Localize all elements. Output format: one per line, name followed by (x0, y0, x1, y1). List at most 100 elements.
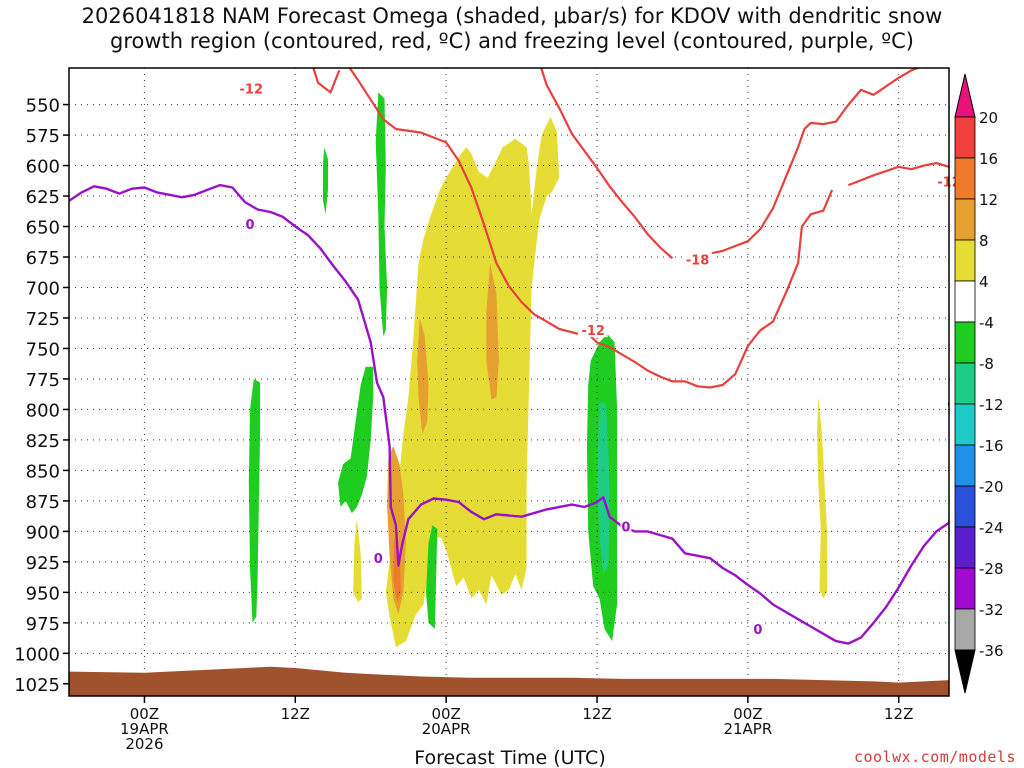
y-tick-label: 875 (26, 492, 60, 513)
x-axis-label: Forecast Time (UTC) (414, 747, 605, 768)
dgz-contour-5 (848, 162, 949, 187)
colorbar-label: -20 (979, 478, 1004, 496)
y-tick-label: 800 (26, 400, 60, 421)
colorbar-label: 12 (979, 191, 998, 209)
title-line-2: growth region (contoured, red, ºC) and f… (110, 29, 914, 53)
contour-label-bg (752, 620, 764, 636)
omega-shading (248, 92, 828, 648)
contour-label: 0 (753, 623, 762, 638)
colorbar-label: -8 (979, 355, 994, 373)
colorbar-band (954, 116, 976, 159)
contours (69, 68, 949, 645)
colorbar-band (954, 239, 976, 282)
colorbar-band (954, 608, 976, 651)
contour-label-bg (578, 322, 608, 338)
colorbar-label: -28 (979, 560, 1004, 578)
colorbar-label: -16 (979, 437, 1004, 455)
colorbar: 20 16 12 8 4 -4 -8 -12 -16 -20 -24 -28 -32 -36 (954, 73, 1004, 694)
colorbar-band (954, 198, 976, 241)
colorbar-band (954, 157, 976, 200)
freezing-level-contour (69, 183, 949, 645)
x-tick-label: 00Z (130, 705, 159, 723)
contour-label: -12 (581, 324, 605, 339)
omega-region-8 (322, 147, 328, 215)
credit-text: coolwx.com/models (853, 748, 1016, 766)
y-tick-label: 900 (26, 522, 60, 543)
y-tick-label: 975 (26, 614, 60, 635)
y-tick-label: 600 (26, 157, 60, 178)
omega-region-11 (426, 525, 438, 629)
colorbar-band (954, 485, 976, 528)
dgz-contour-4 (589, 189, 834, 389)
x-tick-label: 00Z (431, 705, 460, 723)
contour-label-bg (620, 518, 632, 534)
colorbar-label: 16 (979, 150, 998, 168)
omega-region-6 (393, 537, 401, 603)
dgz-contour-0 (312, 68, 341, 94)
omega-region-2 (817, 397, 828, 599)
y-tick-label: 850 (26, 461, 60, 482)
contour-label: -12 (240, 83, 264, 98)
contour-label: 0 (621, 521, 630, 536)
chart-title: 2026041818 NAM Forecast Omega (shaded, μ… (0, 4, 1024, 54)
dgz-contour-3 (709, 68, 921, 255)
y-tick-label: 750 (26, 339, 60, 360)
contour-label: 0 (374, 552, 383, 567)
terrain (69, 666, 949, 696)
omega-region-13 (597, 403, 610, 575)
x-tick-label: 19APR (120, 720, 169, 738)
x-tick-label: 12Z (281, 705, 310, 723)
colorbar-band (954, 403, 976, 446)
contour-label: -18 (686, 253, 710, 268)
x-tick-label: 12Z (884, 705, 913, 723)
y-tick-label: 925 (26, 553, 60, 574)
terrain-fill (69, 666, 949, 696)
plot-frame (68, 67, 950, 697)
y-tick-label: 650 (26, 218, 60, 239)
colorbar-band (954, 444, 976, 487)
y-tick-label: 575 (26, 126, 60, 147)
y-tick-label: 700 (26, 278, 60, 299)
colorbar-label: -32 (979, 601, 1004, 619)
omega-region-0 (385, 116, 560, 648)
contour-label-bg (244, 216, 256, 232)
x-tick-label: 12Z (582, 705, 611, 723)
colorbar-top-arrow (954, 73, 976, 118)
title-line-1: 2026041818 NAM Forecast Omega (shaded, μ… (81, 4, 943, 28)
y-tick-label: 1000 (14, 644, 60, 665)
x-tick-label: 21APR (723, 720, 772, 738)
colorbar-band (954, 321, 976, 364)
contour-label-bg (372, 550, 384, 566)
x-tick-label: 2026 (125, 735, 163, 753)
colorbar-label: 8 (979, 232, 989, 250)
colorbar-label: -4 (979, 314, 994, 332)
colorbar-band (954, 362, 976, 405)
y-tick-label: 725 (26, 309, 60, 330)
contour-label: 0 (246, 218, 255, 233)
colorbar-label: 4 (979, 273, 989, 291)
colorbar-label: -24 (979, 519, 1004, 537)
x-tick-label: 00Z (733, 705, 762, 723)
colorbar-band (954, 526, 976, 569)
omega-region-4 (486, 263, 499, 400)
y-tick-label: 625 (26, 187, 60, 208)
colorbar-label: -12 (979, 396, 1004, 414)
y-tick-label: 825 (26, 431, 60, 452)
omega-region-1 (353, 519, 362, 603)
y-tick-label: 1025 (14, 675, 60, 696)
colorbar-band (954, 280, 976, 323)
y-tick-label: 950 (26, 583, 60, 604)
omega-region-9 (375, 92, 388, 337)
y-axis: 550 575 600 625 650 675 700 725 750 775 800 825 850 8… (14, 96, 69, 696)
contour-label-bg (236, 80, 266, 96)
colorbar-label: 20 (979, 109, 998, 127)
omega-region-3 (417, 318, 429, 434)
y-tick-label: 775 (26, 370, 60, 391)
dgz-contour-2 (540, 68, 674, 260)
colorbar-band (954, 567, 976, 610)
y-tick-label: 675 (26, 248, 60, 269)
contour-label-bg (683, 251, 713, 267)
y-tick-label: 550 (26, 96, 60, 117)
